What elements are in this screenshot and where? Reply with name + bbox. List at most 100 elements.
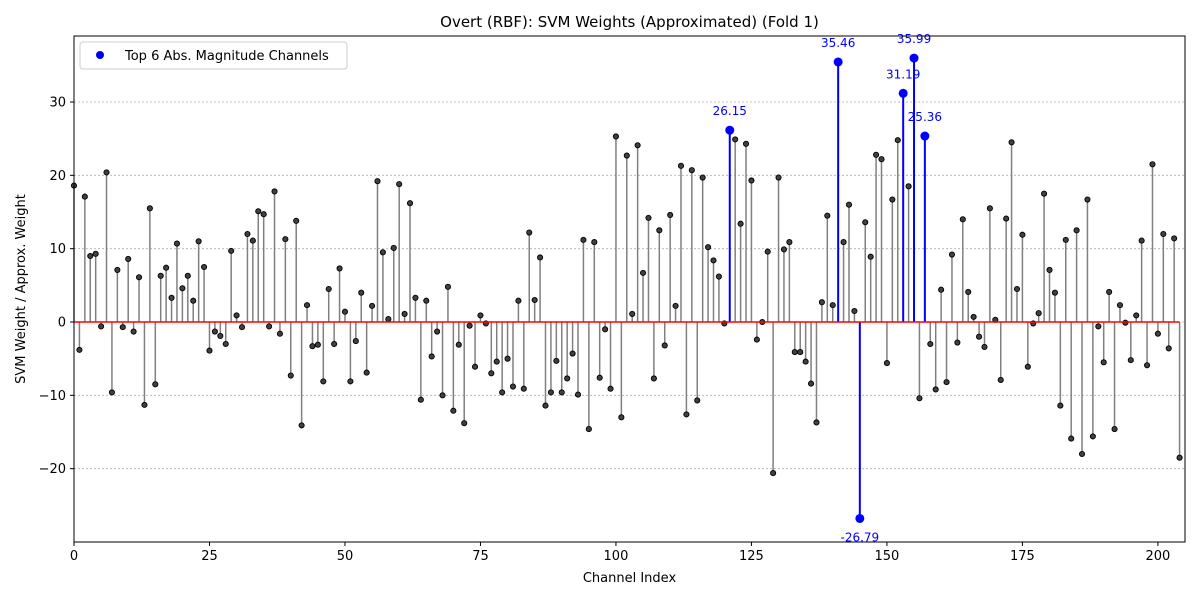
stem-marker bbox=[1165, 345, 1172, 352]
stem-marker bbox=[238, 324, 246, 331]
stem-marker bbox=[195, 238, 202, 245]
stem-marker bbox=[1057, 402, 1064, 409]
stem-marker bbox=[461, 420, 468, 427]
stem-marker bbox=[499, 389, 506, 396]
stem-marker bbox=[802, 358, 809, 365]
stem-marker bbox=[824, 212, 831, 219]
stem-marker bbox=[157, 272, 164, 279]
stem-marker bbox=[374, 178, 381, 185]
stem-marker bbox=[986, 205, 993, 212]
stem-marker bbox=[585, 426, 592, 433]
stem-marker bbox=[677, 162, 685, 169]
stem-marker bbox=[732, 136, 739, 143]
stem-marker bbox=[331, 340, 338, 348]
stem-marker bbox=[179, 285, 186, 292]
legend-marker-icon bbox=[96, 51, 104, 59]
stem-marker bbox=[439, 392, 446, 399]
stem-marker bbox=[715, 273, 722, 280]
stem-marker bbox=[1008, 139, 1015, 146]
stem-marker bbox=[130, 328, 137, 335]
highlight-marker bbox=[898, 88, 908, 98]
stem-marker bbox=[1144, 362, 1151, 369]
stem-marker bbox=[520, 385, 527, 392]
stem-marker bbox=[217, 332, 224, 339]
stem-marker bbox=[845, 201, 853, 208]
stem-marker bbox=[358, 289, 365, 296]
stem-marker bbox=[146, 205, 153, 212]
highlight-marker bbox=[833, 57, 843, 67]
stem-marker bbox=[125, 255, 132, 262]
stem-marker bbox=[141, 401, 148, 408]
stem-marker bbox=[813, 419, 820, 426]
stem-marker bbox=[694, 397, 701, 404]
stem-marker bbox=[249, 237, 256, 244]
stem-marker bbox=[656, 227, 663, 234]
y-axis-title: SVM Weight / Approx. Weight bbox=[14, 194, 29, 384]
stem-marker bbox=[742, 140, 750, 147]
stem-marker bbox=[591, 239, 598, 246]
stem-marker bbox=[266, 323, 273, 330]
stem-marker bbox=[948, 251, 956, 258]
stem-marker bbox=[87, 252, 94, 260]
chart-title: Overt (RBF): SVM Weights (Approximated) … bbox=[440, 13, 819, 31]
stem-marker bbox=[770, 470, 777, 477]
annotation-label: 26.15 bbox=[713, 104, 747, 118]
stem-marker bbox=[1051, 289, 1058, 296]
stem-marker bbox=[569, 350, 576, 357]
stem-marker bbox=[1035, 310, 1042, 317]
highlight-marker bbox=[909, 53, 919, 63]
stem-marker bbox=[341, 308, 349, 315]
stem-marker bbox=[509, 383, 517, 390]
stem-marker bbox=[336, 265, 343, 272]
stem-marker bbox=[287, 372, 294, 379]
stem-marker bbox=[938, 286, 945, 293]
stem-marker bbox=[504, 355, 511, 362]
stem-marker bbox=[840, 239, 847, 246]
stem-marker bbox=[705, 244, 712, 251]
stem-marker bbox=[255, 208, 262, 215]
stem-marker bbox=[661, 342, 668, 349]
stem-marker bbox=[152, 381, 159, 388]
stem-marker bbox=[314, 341, 321, 348]
stem-marker bbox=[688, 167, 695, 174]
stem-marker bbox=[450, 407, 457, 414]
stem-marker bbox=[211, 328, 218, 335]
stem-marker bbox=[997, 376, 1004, 383]
stem-marker bbox=[574, 391, 582, 398]
stem-marker bbox=[1068, 435, 1075, 442]
annotation-label: 31.19 bbox=[886, 67, 920, 81]
stem-marker bbox=[466, 322, 473, 329]
stem-marker bbox=[163, 264, 170, 271]
stem-marker bbox=[1078, 450, 1086, 458]
stem-marker bbox=[282, 236, 289, 243]
stem-marker bbox=[1111, 426, 1118, 433]
stem-marker bbox=[515, 297, 522, 304]
stems-layer bbox=[73, 58, 1181, 519]
stem-marker bbox=[1176, 454, 1183, 461]
stem-marker bbox=[173, 240, 181, 247]
stem-marker bbox=[818, 299, 825, 306]
stem-marker bbox=[1154, 330, 1161, 337]
stem-marker bbox=[748, 177, 755, 184]
stem-marker bbox=[98, 323, 105, 330]
stem-marker bbox=[699, 174, 706, 181]
highlight-marker bbox=[920, 131, 930, 141]
stem-marker bbox=[797, 349, 804, 356]
stem-marker bbox=[168, 294, 175, 301]
stem-marker bbox=[786, 239, 793, 246]
stem-marker bbox=[1024, 363, 1031, 370]
stem-marker bbox=[309, 343, 316, 350]
stem-marker bbox=[293, 217, 300, 224]
x-tick-label: 75 bbox=[472, 549, 489, 564]
stem-marker bbox=[108, 389, 115, 396]
stem-marker bbox=[396, 181, 403, 188]
stem-marker bbox=[981, 343, 988, 350]
stem-marker bbox=[406, 200, 414, 207]
x-tick-label: 100 bbox=[604, 549, 629, 564]
stem-marker bbox=[260, 211, 267, 218]
stem-marker bbox=[352, 338, 359, 345]
stem-marker bbox=[434, 328, 441, 335]
stem-marker bbox=[602, 326, 609, 333]
stem-marker bbox=[412, 294, 419, 301]
stem-marker bbox=[607, 385, 614, 392]
